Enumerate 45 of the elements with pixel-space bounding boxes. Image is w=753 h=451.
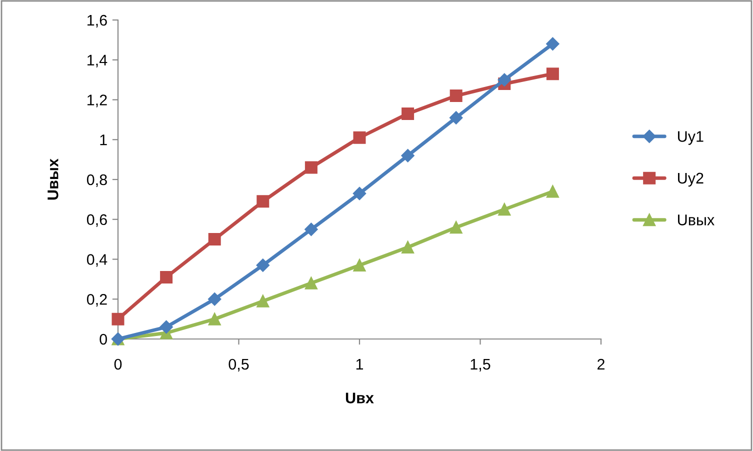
point bbox=[450, 221, 462, 234]
point bbox=[304, 276, 318, 290]
y-tick-label: 1,2 bbox=[88, 94, 107, 108]
point bbox=[546, 185, 559, 198]
y-tick-label: 1,6 bbox=[88, 14, 107, 28]
point bbox=[256, 294, 270, 308]
x-tick-label: 1 bbox=[356, 359, 364, 370]
y-tick-label: 1 bbox=[100, 134, 107, 146]
point bbox=[546, 37, 560, 51]
point bbox=[353, 131, 366, 144]
point bbox=[352, 186, 366, 200]
point bbox=[498, 73, 511, 86]
point bbox=[304, 161, 318, 174]
x-tick-label: 0,5 bbox=[228, 358, 249, 372]
y-tick-label: 1,4 bbox=[88, 54, 108, 68]
point bbox=[402, 107, 414, 120]
point bbox=[160, 320, 173, 334]
legend-label: Uy2 bbox=[678, 172, 704, 187]
point bbox=[304, 222, 318, 236]
point bbox=[208, 312, 221, 326]
x-axis-title: Uвх bbox=[346, 392, 374, 404]
x-tick-label: 1,5 bbox=[470, 359, 490, 372]
y-tick-label: 0,6 bbox=[86, 214, 107, 227]
x-tick-label: 2 bbox=[598, 358, 604, 370]
point bbox=[450, 111, 463, 124]
point bbox=[546, 68, 559, 80]
y-tick-label: 0 bbox=[100, 334, 107, 345]
legend-label: Uвых bbox=[678, 214, 714, 226]
point bbox=[208, 292, 222, 306]
point bbox=[112, 312, 124, 326]
point bbox=[160, 270, 173, 284]
point bbox=[498, 203, 511, 216]
x-tick-label: 0 bbox=[114, 358, 122, 370]
point bbox=[256, 195, 270, 208]
point bbox=[256, 258, 270, 272]
point bbox=[401, 148, 414, 162]
point bbox=[402, 241, 414, 254]
point bbox=[353, 258, 366, 272]
point bbox=[450, 90, 462, 102]
y-axis-title: Uвых bbox=[48, 158, 58, 200]
y-tick-label: 0,8 bbox=[86, 174, 107, 187]
point bbox=[208, 233, 221, 246]
y-tick-label: 0,4 bbox=[86, 254, 108, 267]
legend-label: Uy1 bbox=[678, 131, 704, 145]
y-tick-label: 0,2 bbox=[86, 294, 107, 307]
